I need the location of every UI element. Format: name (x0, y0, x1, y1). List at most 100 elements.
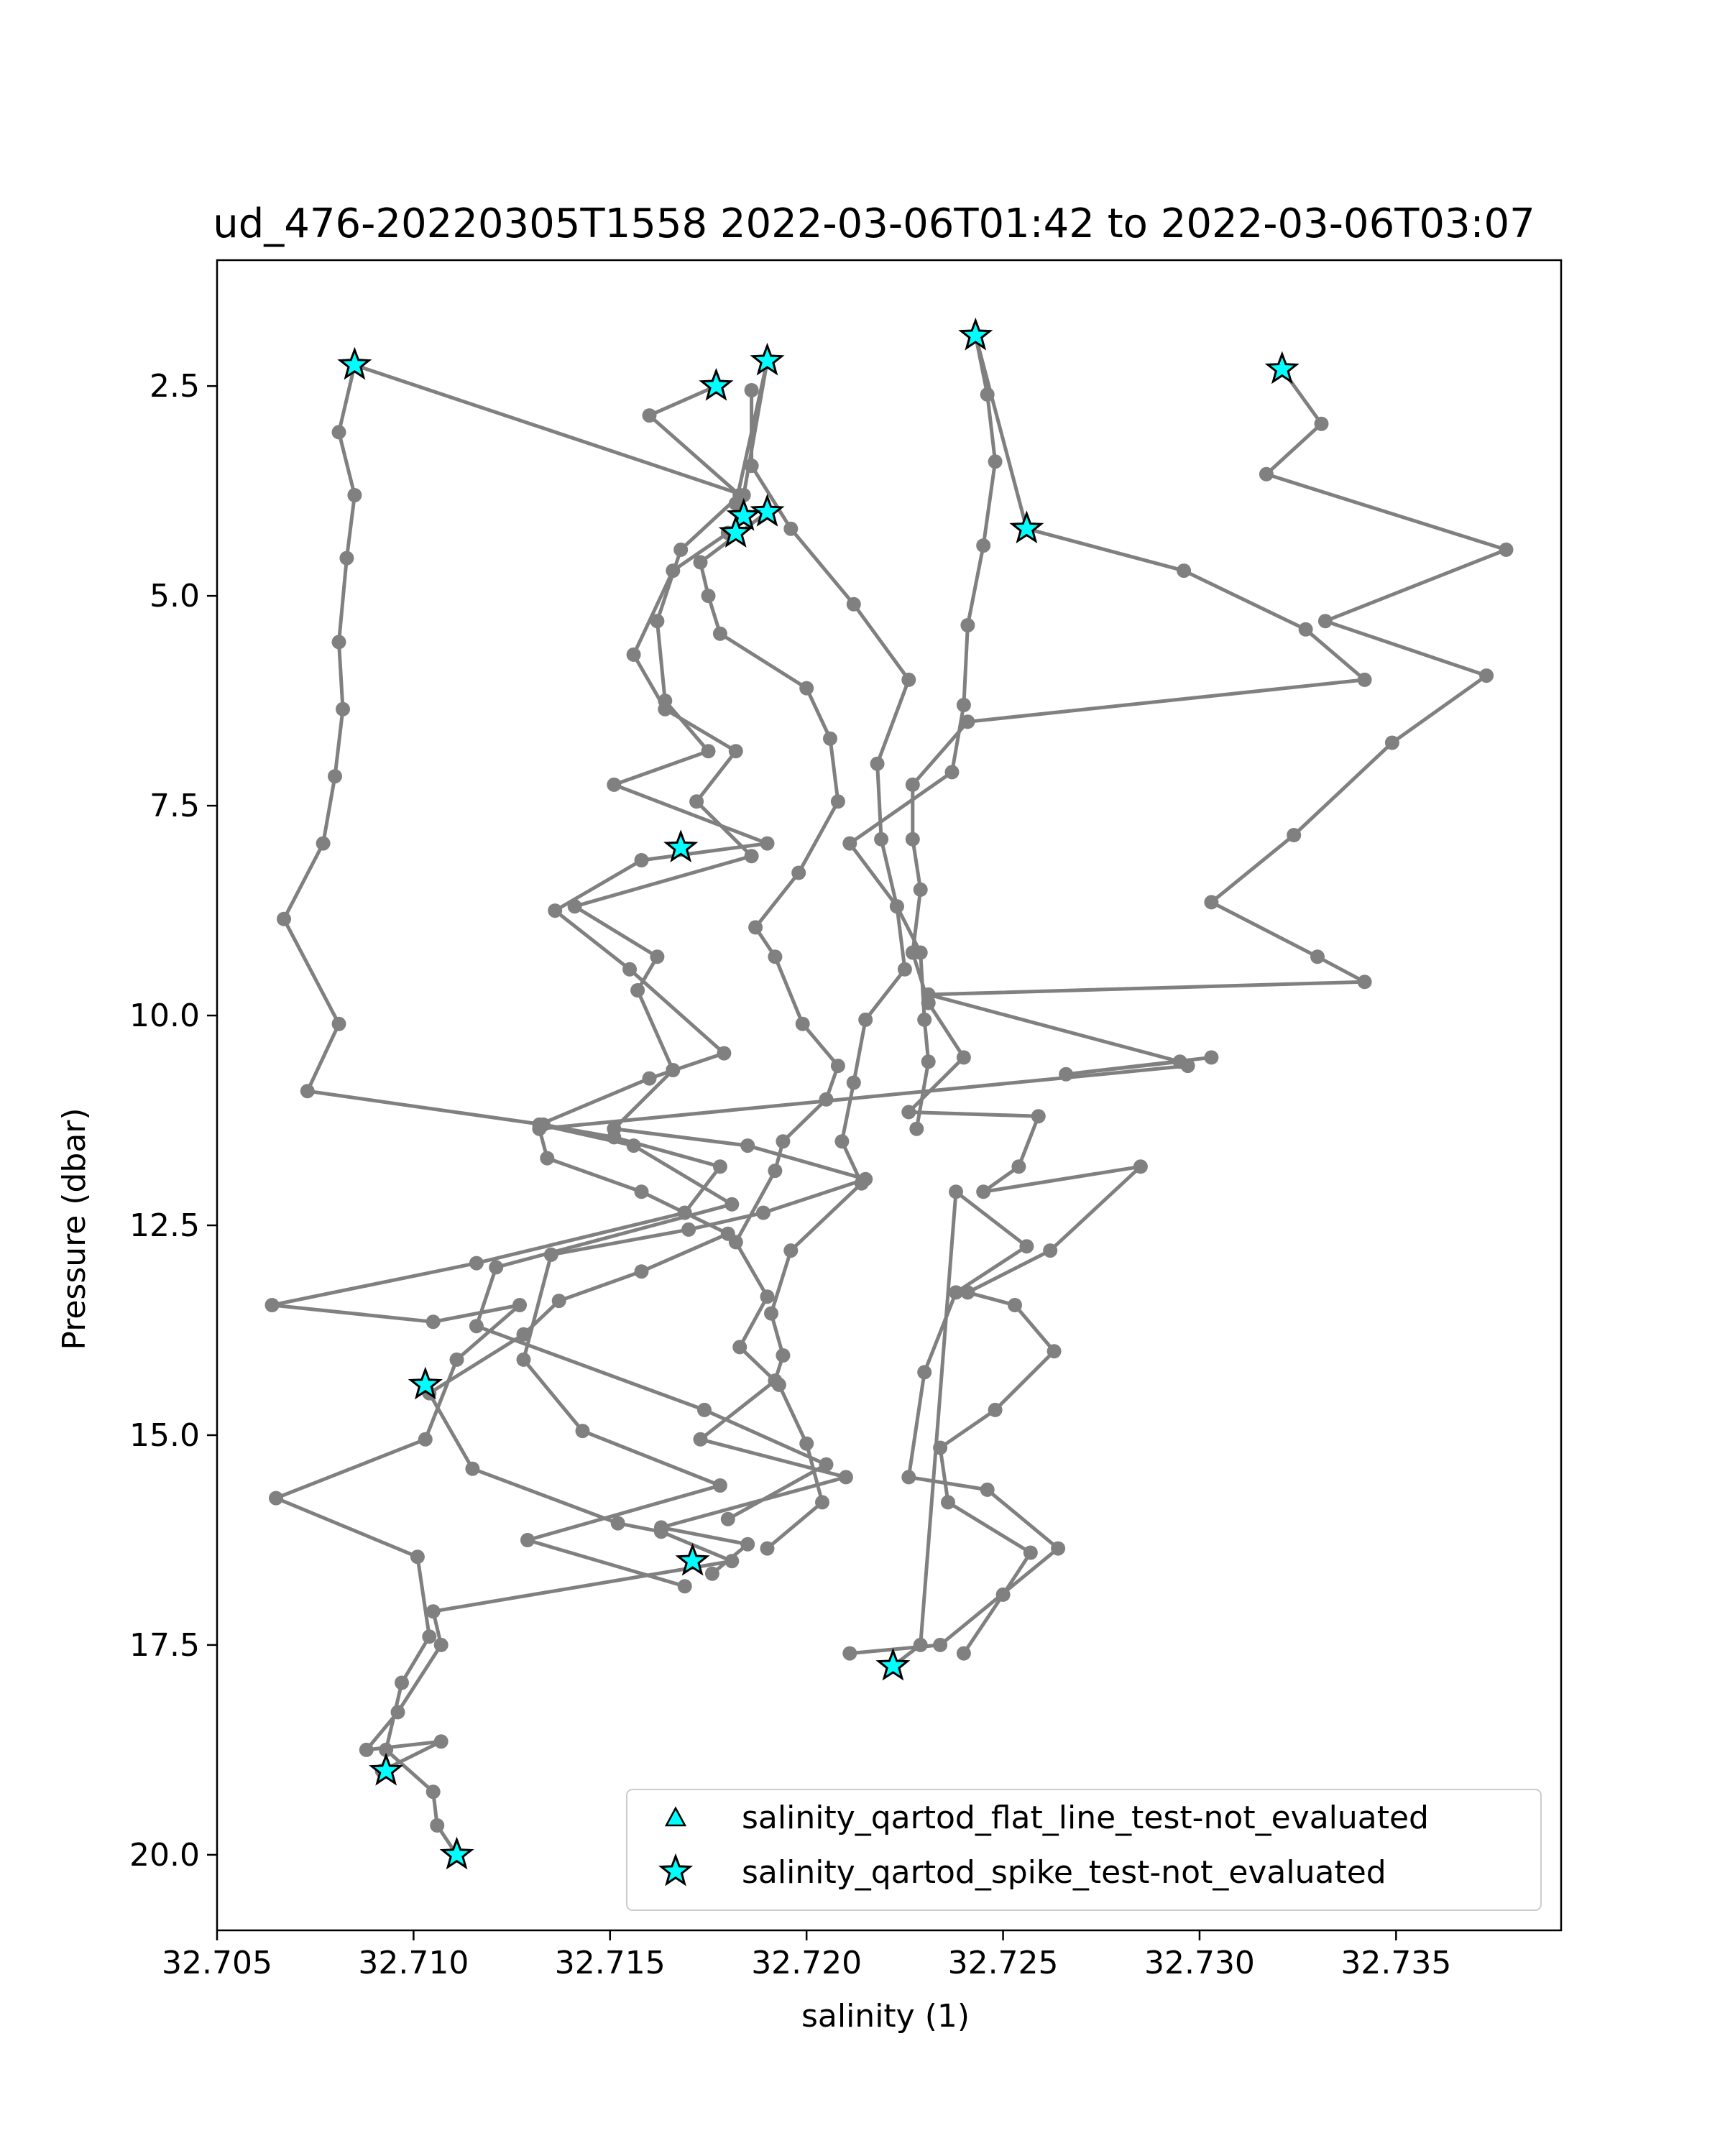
data-point-9-13 (724, 1554, 740, 1569)
data-point-8-8 (1287, 828, 1302, 842)
data-point-10-3 (1051, 1541, 1066, 1556)
legend-star-marker (658, 1853, 694, 1886)
data-point-6-11 (858, 1012, 873, 1027)
data-point-9-15 (433, 1637, 448, 1652)
data-point-6-9 (889, 899, 904, 914)
data-point-9-10 (465, 1461, 480, 1476)
data-point-2-23 (516, 1352, 531, 1367)
x-tick-label-7: 32.735 (1340, 1945, 1451, 1981)
data-point-6-5 (960, 618, 975, 632)
data-point-4-9 (748, 920, 763, 935)
data-point-4-12 (830, 1059, 845, 1074)
y-tick-label-4: 10.0 (129, 998, 200, 1034)
data-point-3-4 (673, 542, 689, 557)
data-point-6-17 (776, 1348, 791, 1363)
x-axis-label: salinity (1) (801, 1998, 970, 2035)
data-point-8-4 (1499, 542, 1514, 557)
data-point-4-20 (799, 1436, 814, 1451)
data-point-4-22 (760, 1541, 775, 1556)
spike-test-star-8 (718, 515, 753, 548)
data-point-2-20 (756, 1205, 770, 1220)
data-point-8-7 (1384, 735, 1399, 750)
data-point-5-4 (846, 596, 861, 612)
data-point-2-14 (650, 949, 665, 964)
data-point-1-20 (449, 1352, 464, 1367)
spike-test-star-11 (408, 1366, 443, 1400)
chart-title: ud_476-20220305T1558 2022-03-06T01:42 to… (213, 201, 1535, 247)
data-point-1-5 (331, 635, 346, 650)
data-point-1-22 (269, 1491, 283, 1506)
data-point-6-7 (944, 765, 960, 780)
axes: 32.705 32.710 32.715 32.720 32.725 32.730 32.7… (129, 259, 1563, 1981)
data-point-2-12 (744, 849, 759, 864)
data-point-3-17 (724, 1197, 740, 1212)
data-point-2-27 (677, 1579, 692, 1594)
spike-test-star-3 (750, 342, 785, 376)
spike-test-star-15 (439, 1836, 474, 1870)
data-point-3-6 (658, 694, 673, 709)
spike-test-star-12 (675, 1542, 710, 1576)
y-tick-label-1: 2.5 (150, 368, 200, 405)
data-point-7-7 (905, 777, 920, 792)
data-point-4-4 (712, 626, 727, 641)
data-point-6-8 (842, 836, 857, 851)
data-point-7-5 (1357, 672, 1372, 687)
data-point-10-1 (842, 1646, 857, 1661)
data-point-5-3 (783, 521, 799, 536)
data-point-4-6 (823, 731, 837, 746)
data-point-10-4 (980, 1482, 995, 1497)
x-tick-label-1: 32.705 (162, 1945, 272, 1981)
data-point-1-24 (422, 1629, 437, 1644)
x-tick-label-6: 32.730 (1144, 1945, 1255, 1981)
data-point-7-27 (956, 1646, 971, 1661)
data-point-6-4 (976, 538, 991, 553)
x-tick-label-5: 32.725 (948, 1945, 1059, 1981)
y-tick-label-6: 15.0 (129, 1417, 200, 1454)
data-point-3-7 (701, 744, 716, 759)
data-point-3-19 (469, 1319, 484, 1334)
data-point-9-11 (610, 1516, 625, 1531)
data-point-3-14 (642, 1071, 657, 1086)
spike-test-star-5 (1264, 351, 1300, 384)
spike-test-star-6 (750, 494, 785, 527)
spike-test-star-10 (663, 829, 699, 862)
data-point-7-25 (1023, 1545, 1038, 1560)
spike-test-star-13 (875, 1647, 911, 1681)
data-point-1-17 (264, 1298, 280, 1312)
data-point-8-6 (1479, 668, 1494, 683)
data-point-4-2 (693, 555, 708, 570)
data-point-5-2 (744, 459, 759, 474)
legend-triangle-marker (664, 1806, 687, 1827)
data-point-3-2 (642, 408, 657, 423)
spike-test-star-9 (1009, 510, 1044, 544)
data-point-3-22 (720, 1511, 735, 1526)
spike-test-star-1 (337, 346, 372, 380)
data-point-4-18 (732, 1340, 748, 1355)
spike-test-star-2 (699, 367, 734, 401)
data-point-7-14 (1031, 1109, 1046, 1124)
data-point-2-21 (681, 1222, 696, 1237)
data-point-4-21 (815, 1495, 829, 1510)
data-point-9-18 (433, 1734, 448, 1749)
data-point-9-7 (551, 1294, 566, 1309)
data-point-3-11 (548, 903, 563, 918)
profile-line-4 (699, 510, 840, 1551)
data-point-5-1 (744, 383, 759, 397)
data-point-6-14 (854, 1176, 869, 1191)
data-point-1-21 (418, 1432, 433, 1447)
data-point-6-3 (988, 454, 1003, 469)
data-point-3-18 (489, 1260, 504, 1275)
data-point-1-16 (469, 1256, 484, 1271)
data-point-4-11 (795, 1016, 810, 1031)
data-point-10-2 (933, 1637, 948, 1652)
data-point-7-24 (941, 1495, 955, 1510)
data-point-7-16 (976, 1184, 991, 1199)
data-point-10-9 (949, 1184, 963, 1199)
data-point-7-3 (1177, 563, 1192, 579)
data-point-9-5 (720, 1226, 735, 1241)
data-point-1-19 (512, 1298, 527, 1312)
data-point-10-5 (901, 1470, 916, 1485)
data-point-7-12 (956, 1050, 971, 1065)
y-axis-label: Pressure (dbar) (56, 1107, 93, 1350)
